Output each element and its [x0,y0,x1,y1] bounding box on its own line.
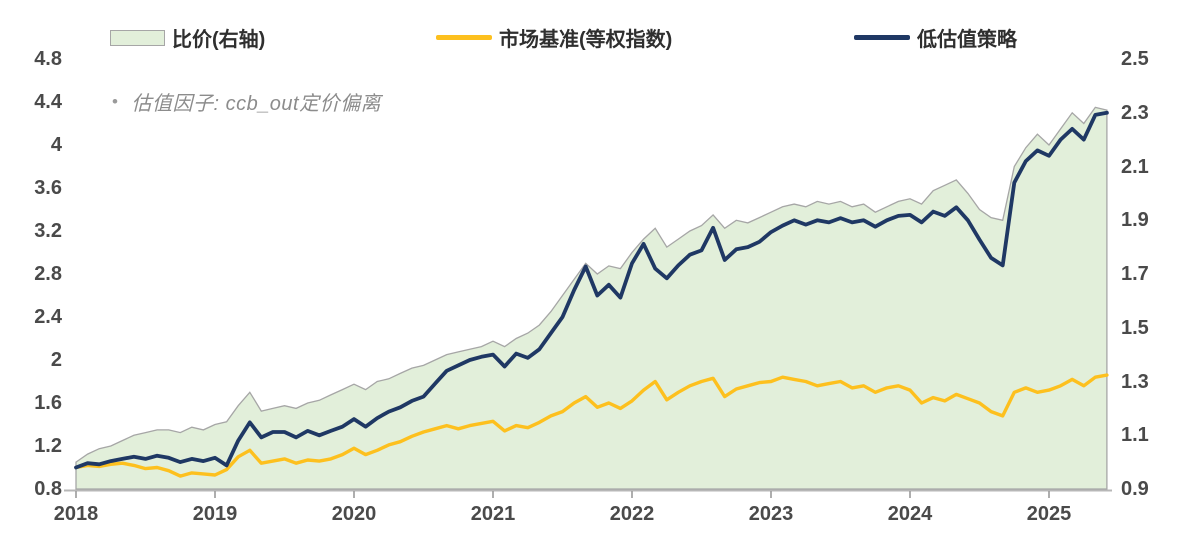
y-left-tick-label: 3.6 [34,177,62,199]
x-year-tick-label: 2019 [192,503,238,525]
y-right-tick-label: 2.5 [1121,48,1149,70]
y-left-tick-label: 2.4 [34,306,62,328]
legend-label-ratio: 比价(右轴) [172,29,266,51]
strategy-line-series [74,110,1109,470]
y-right-tick-label: 2.1 [1121,155,1149,178]
y-right-tick-label: 2.3 [1121,101,1149,124]
x-year-tick-label: 2022 [609,503,655,525]
valuation-factor-annotation: • 估值因子: ccb_out定价偏离 [112,87,381,116]
x-year-tick-label: 2024 [887,503,933,525]
strategy-line-swatch [854,35,910,40]
legend-item-strategy: 低估值策略 [854,23,1017,52]
y-right-tick-label: 1.1 [1121,424,1149,447]
y-left-tick-label: 1.2 [34,435,62,457]
y-left-tick-label: 1.6 [34,392,62,414]
bullet-icon: • [112,91,119,111]
y-left-tick-label: 0.8 [34,478,62,500]
y-right-tick-label: 1.5 [1121,316,1149,339]
ratio-area-series [75,106,1108,490]
legend-item-benchmark: 市场基准(等权指数) [436,23,672,52]
legend-label-strategy: 低估值策略 [917,29,1017,51]
legend-label-benchmark: 市场基准(等权指数) [499,29,673,51]
benchmark-line-swatch [436,35,492,40]
x-year-tick-label: 2023 [748,503,794,525]
x-year-tick-label: 2021 [470,503,516,525]
y-left-tick-label: 4.8 [34,48,62,70]
benchmark-line-series [74,373,1109,478]
ratio-area-swatch [110,29,165,46]
annotation-text: 估值因子: ccb_out定价偏离 [131,93,382,115]
y-right-tick-label: 1.9 [1121,209,1149,232]
y-right-tick-label: 1.3 [1121,370,1149,393]
y-left-tick-label: 3.2 [34,220,62,242]
legend-item-ratio: 比价(右轴) [110,23,265,52]
y-left-tick-label: 2 [50,349,62,371]
x-year-tick-label: 2020 [331,503,377,525]
x-year-tick-label: 2025 [1026,503,1072,525]
y-left-tick-label: 2.8 [34,263,62,285]
y-right-tick-label: 0.9 [1121,478,1149,500]
y-left-tick-label: 4.4 [34,91,62,113]
y-right-tick-label: 1.7 [1121,263,1149,285]
y-left-tick-label: 4 [50,134,62,156]
x-year-tick-label: 2018 [53,503,99,525]
